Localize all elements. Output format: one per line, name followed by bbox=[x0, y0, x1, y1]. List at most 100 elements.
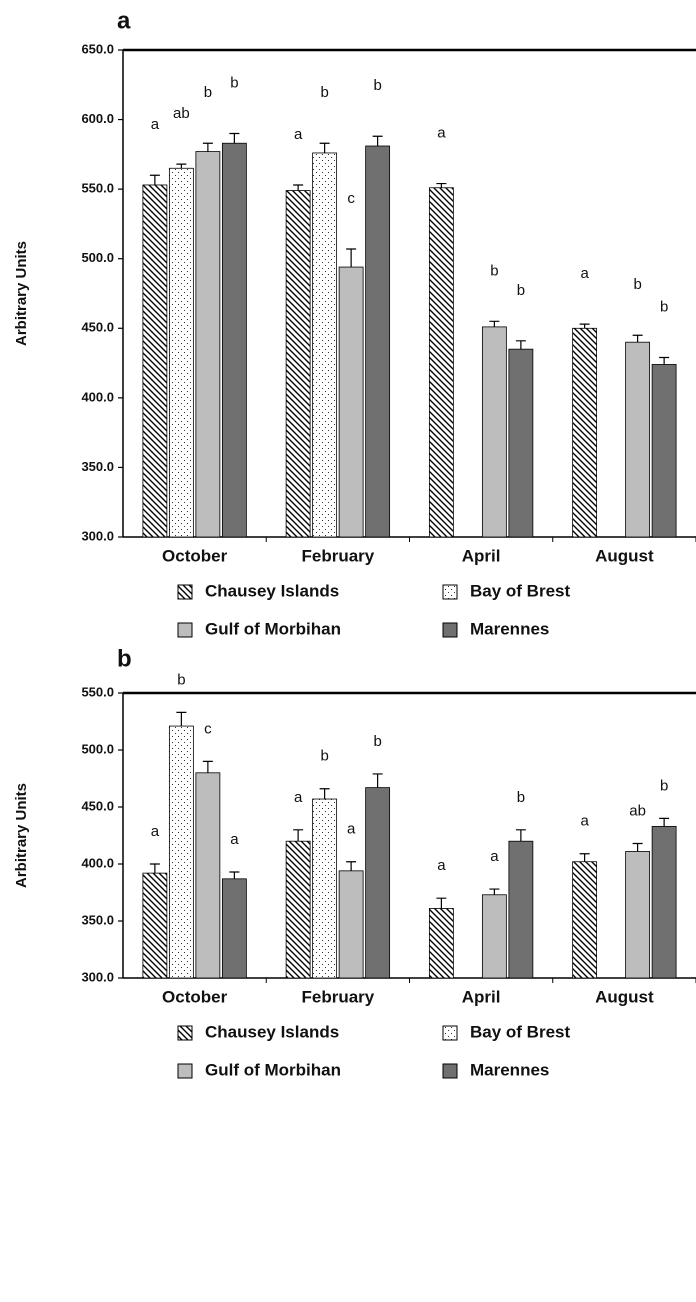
error-bar bbox=[515, 829, 526, 842]
bar bbox=[142, 872, 168, 979]
bar bbox=[651, 825, 677, 979]
legend-swatch bbox=[177, 1025, 193, 1041]
error-bar bbox=[202, 760, 213, 773]
significance-letter: b bbox=[660, 298, 668, 315]
significance-letter: a bbox=[151, 116, 160, 133]
error-bar bbox=[346, 248, 357, 268]
bar bbox=[572, 861, 598, 979]
significance-letter: a bbox=[580, 813, 589, 830]
error-bar bbox=[372, 773, 383, 788]
bar bbox=[481, 894, 507, 979]
error-bar bbox=[372, 135, 383, 147]
x-tick-label: February bbox=[302, 987, 375, 1006]
x-tick-label: October bbox=[162, 546, 228, 565]
bar bbox=[508, 348, 534, 538]
significance-letter: ab bbox=[629, 802, 646, 819]
significance-letter: b bbox=[490, 262, 498, 279]
legend-label: Marennes bbox=[470, 619, 549, 638]
bar bbox=[142, 184, 168, 538]
legend-swatch bbox=[177, 584, 193, 600]
significance-letter: b bbox=[517, 282, 525, 299]
y-tick-label: 500.0 bbox=[81, 250, 114, 265]
error-bar bbox=[632, 334, 643, 343]
significance-letter: a bbox=[490, 848, 499, 865]
bar bbox=[651, 364, 677, 538]
x-tick-label: April bbox=[462, 987, 501, 1006]
bar bbox=[508, 840, 534, 979]
error-bar bbox=[489, 320, 500, 327]
legend-swatch bbox=[177, 622, 193, 638]
bar bbox=[365, 145, 391, 538]
significance-letter: a bbox=[294, 126, 303, 143]
error-bar bbox=[515, 340, 526, 350]
x-tick-label: August bbox=[595, 546, 654, 565]
error-bar bbox=[436, 182, 447, 188]
y-tick-label: 350.0 bbox=[81, 459, 114, 474]
y-tick-label: 350.0 bbox=[81, 912, 114, 927]
bar bbox=[428, 187, 454, 538]
bar bbox=[195, 772, 221, 979]
bar bbox=[285, 840, 311, 979]
error-bar bbox=[579, 853, 590, 862]
error-bar bbox=[632, 842, 643, 852]
y-axis-label: Arbitrary Units bbox=[13, 783, 30, 888]
significance-letter: ab bbox=[173, 105, 190, 122]
significance-letter: c bbox=[347, 190, 355, 207]
legend-label: Bay of Brest bbox=[470, 1022, 570, 1041]
x-tick-label: February bbox=[302, 546, 375, 565]
significance-letter: b bbox=[177, 671, 185, 688]
significance-letter: b bbox=[204, 84, 212, 101]
x-tick-label: August bbox=[595, 987, 654, 1006]
bar bbox=[428, 908, 454, 979]
legend-label: Chausey Islands bbox=[205, 581, 339, 600]
error-bar bbox=[202, 142, 213, 152]
legend-label: Chausey Islands bbox=[205, 1022, 339, 1041]
y-tick-label: 550.0 bbox=[81, 684, 114, 699]
error-bar bbox=[229, 132, 240, 144]
bar bbox=[625, 341, 651, 538]
error-bar bbox=[229, 871, 240, 879]
bar bbox=[338, 870, 364, 979]
bar bbox=[625, 851, 651, 979]
bar bbox=[168, 167, 194, 538]
y-tick-label: 300.0 bbox=[81, 528, 114, 543]
y-tick-label: 400.0 bbox=[81, 389, 114, 404]
significance-letter: a bbox=[437, 857, 446, 874]
legend-swatch bbox=[442, 1025, 458, 1041]
significance-letter: b bbox=[660, 777, 668, 794]
bar bbox=[168, 725, 194, 979]
bar bbox=[285, 190, 311, 538]
error-bar bbox=[149, 863, 160, 874]
bar bbox=[312, 152, 338, 538]
y-tick-label: 450.0 bbox=[81, 798, 114, 813]
legend-label: Gulf of Morbihan bbox=[205, 619, 341, 638]
panel-label: b bbox=[117, 645, 132, 672]
significance-letter: b bbox=[373, 733, 381, 750]
bar bbox=[338, 266, 364, 538]
significance-letter: a bbox=[580, 265, 589, 282]
y-tick-label: 600.0 bbox=[81, 111, 114, 126]
significance-letter: b bbox=[230, 74, 238, 91]
significance-letter: b bbox=[373, 77, 381, 94]
significance-letter: b bbox=[517, 789, 525, 806]
y-tick-label: 400.0 bbox=[81, 855, 114, 870]
panel-label: a bbox=[117, 7, 131, 34]
legend-swatch bbox=[442, 584, 458, 600]
error-bar bbox=[659, 356, 670, 365]
legend-label: Bay of Brest bbox=[470, 581, 570, 600]
legend-swatch bbox=[442, 622, 458, 638]
error-bar bbox=[293, 829, 304, 842]
error-bar bbox=[176, 711, 187, 727]
significance-letter: a bbox=[347, 821, 356, 838]
y-tick-label: 450.0 bbox=[81, 320, 114, 335]
bar bbox=[221, 878, 247, 979]
bar bbox=[195, 151, 221, 538]
error-bar bbox=[319, 142, 330, 153]
x-tick-label: April bbox=[462, 546, 501, 565]
significance-letter: a bbox=[230, 831, 239, 848]
error-bar bbox=[436, 897, 447, 909]
bar bbox=[365, 787, 391, 979]
error-bar bbox=[659, 817, 670, 827]
error-bar bbox=[176, 163, 187, 169]
